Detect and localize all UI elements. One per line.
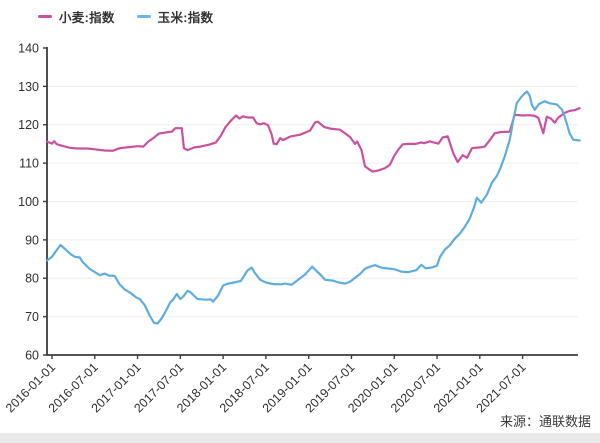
- line-chart: 607080901001101201301402016-01-012016-07…: [3, 41, 581, 415]
- y-axis-label: 110: [19, 157, 39, 171]
- y-axis-label: 80: [25, 272, 39, 286]
- legend-label-corn: 玉米:指数: [157, 11, 214, 25]
- y-axis-label: 140: [18, 41, 39, 55]
- y-axis-label: 100: [18, 195, 39, 209]
- y-axis-label: 130: [18, 80, 39, 94]
- wheat-index-line: [45, 107, 581, 173]
- legend-item-wheat: 小麦:指数: [38, 7, 115, 26]
- wheat-line-swatch-icon: [38, 14, 52, 19]
- corn-line-swatch-icon: [136, 14, 151, 19]
- chart-legend: 小麦:指数 玉米:指数: [38, 7, 213, 26]
- source-label: 来源：通联数据: [499, 414, 591, 429]
- y-axis-label: 120: [18, 118, 39, 132]
- y-axis-label: 60: [25, 348, 39, 362]
- legend-label-wheat: 小麦:指数: [59, 11, 115, 25]
- chart-card: 小麦:指数 玉米:指数 60 70 80 90 100 110 120 130 140 2016-…: [0, 0, 600, 433]
- legend-item-corn: 玉米:指数: [136, 7, 214, 26]
- y-axis-label: 70: [25, 310, 39, 324]
- corn-index-line: [45, 90, 581, 325]
- y-axis-label: 90: [25, 233, 39, 247]
